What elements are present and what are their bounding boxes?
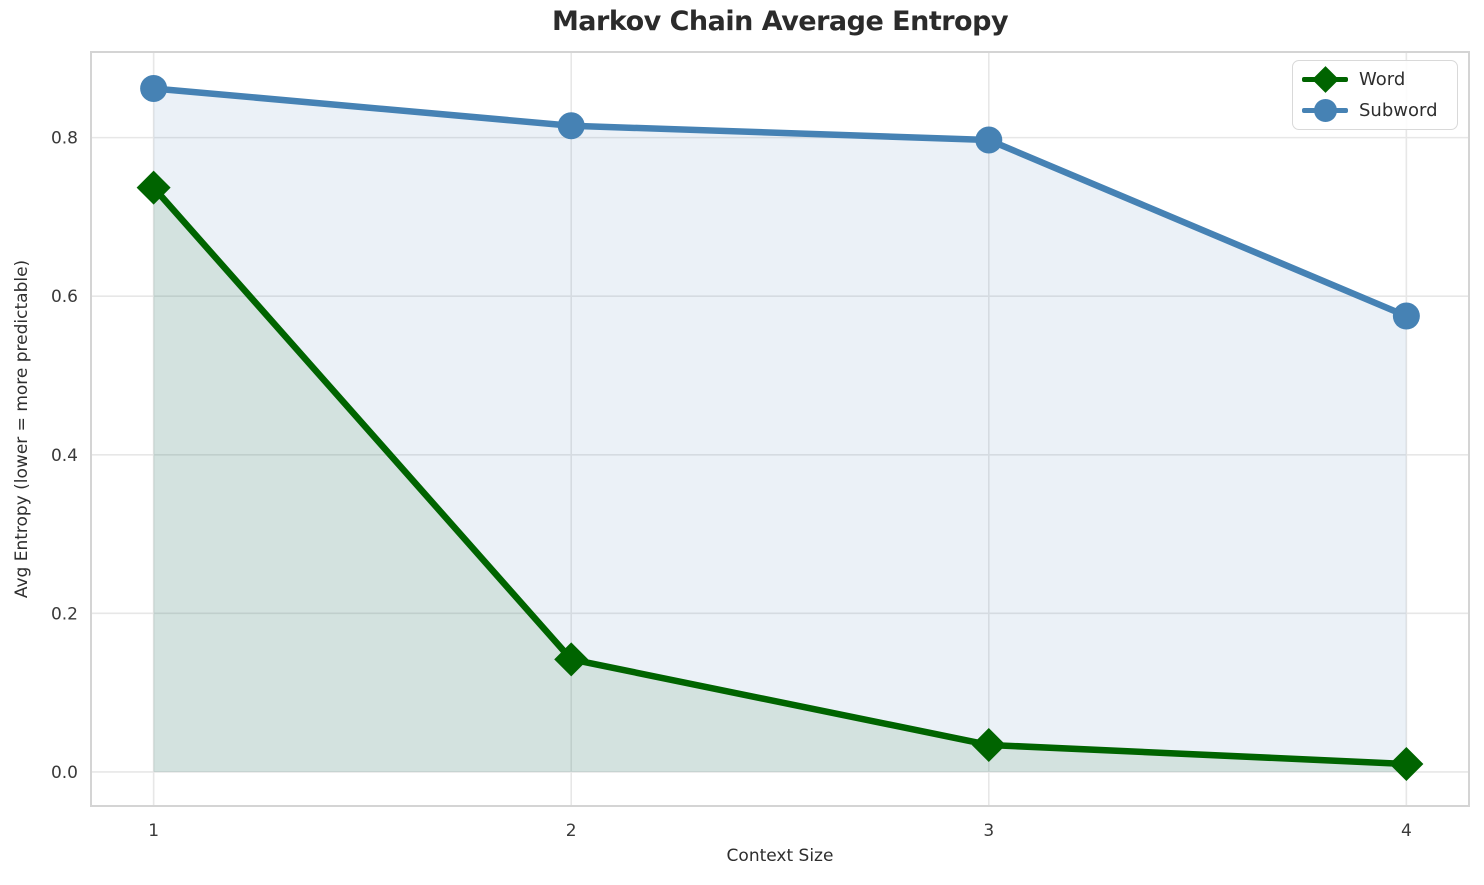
subword-marker-2: [557, 112, 585, 140]
word-diamond-marker: [1299, 66, 1351, 94]
legend: Word Subword: [1292, 60, 1458, 130]
word-area-fill: [153, 187, 1407, 772]
x-tick-label-3: 3: [983, 821, 994, 841]
x-tick-label-2: 2: [566, 821, 577, 841]
word-marker-4: [1389, 746, 1424, 781]
subword-line: [150, 85, 1410, 320]
y-tick-label-0.2: 0.2: [51, 604, 78, 624]
y-tick-label-0.6: 0.6: [51, 287, 78, 307]
word-marker-1: [136, 170, 171, 205]
y-tick-label-0.0: 0.0: [51, 763, 78, 783]
word-line: [150, 184, 1410, 768]
legend-label-subword: Subword: [1359, 100, 1438, 121]
chart-title: Markov Chain Average Entropy: [551, 6, 1009, 37]
axes-border: [90, 51, 1470, 807]
legend-label-word: Word: [1359, 69, 1406, 90]
legend-item-subword: Subword: [1299, 95, 1447, 126]
subword-marker-1: [140, 74, 168, 102]
y-axis-label: Avg Entropy (lower = more predictable): [12, 259, 32, 599]
word-marker-2: [554, 642, 589, 677]
y-tick-label-0.8: 0.8: [51, 129, 78, 149]
subword-marker-3: [975, 126, 1003, 154]
subword-marker-4: [1392, 302, 1420, 330]
y-tick-label-0.4: 0.4: [51, 446, 78, 466]
x-tick-label-4: 4: [1401, 821, 1412, 841]
x-tick-label-1: 1: [148, 821, 159, 841]
word-marker-3: [971, 727, 1006, 762]
subword-circle-marker: [1299, 97, 1351, 125]
x-axis-label: Context Size: [726, 846, 834, 866]
legend-item-word: Word: [1299, 64, 1447, 95]
subword-area-fill: [153, 88, 1407, 772]
